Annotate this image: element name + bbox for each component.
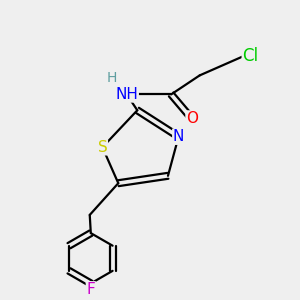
Text: F: F	[86, 282, 95, 297]
Text: NH: NH	[115, 87, 138, 102]
Text: H: H	[107, 71, 117, 85]
Text: Cl: Cl	[242, 47, 259, 65]
Text: O: O	[186, 111, 198, 126]
Text: S: S	[98, 140, 107, 155]
Text: N: N	[173, 129, 184, 144]
